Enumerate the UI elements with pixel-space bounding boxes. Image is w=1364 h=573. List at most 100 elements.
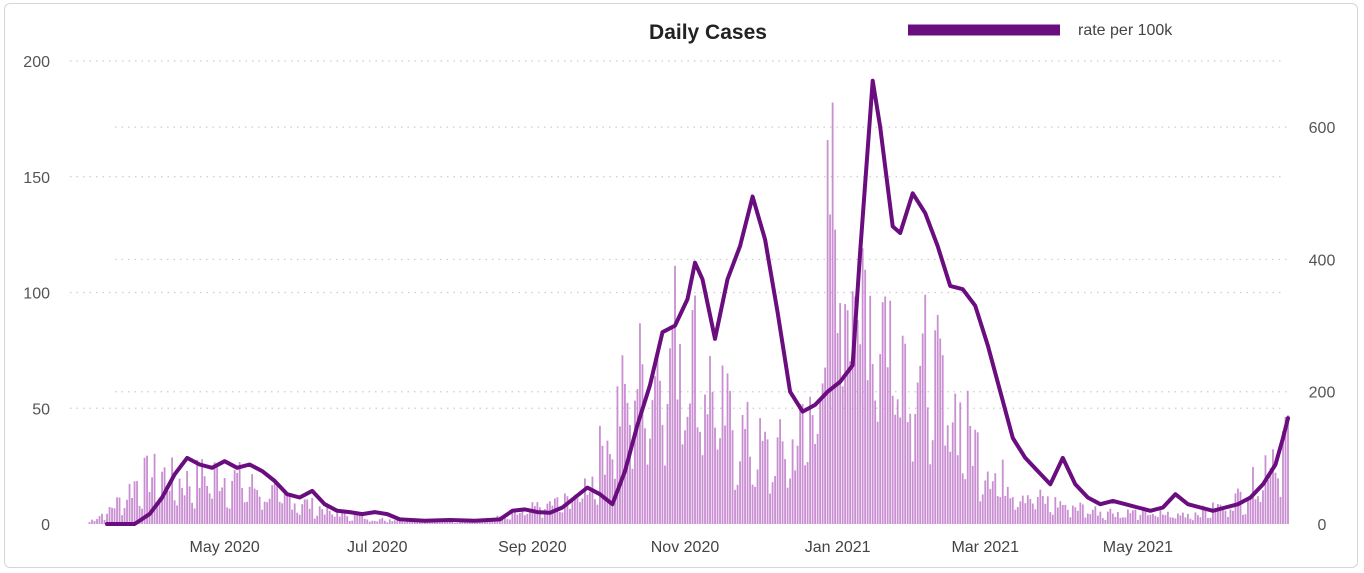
daily-case-bar	[776, 437, 779, 524]
daily-case-bar	[1244, 514, 1247, 524]
daily-case-bar	[941, 355, 944, 524]
daily-case-bar	[391, 521, 394, 524]
daily-case-bar	[406, 520, 409, 524]
daily-case-bar	[1019, 501, 1022, 524]
daily-case-bar	[551, 505, 554, 524]
daily-case-bar	[609, 454, 611, 524]
daily-case-bar	[701, 455, 704, 524]
daily-case-bar	[994, 473, 997, 524]
daily-case-bar	[243, 502, 246, 524]
y-left-tick-label: 200	[23, 54, 50, 71]
daily-case-bar	[248, 486, 251, 524]
daily-case-bar	[804, 465, 807, 524]
daily-case-bar	[919, 365, 922, 524]
daily-case-bar	[929, 464, 932, 524]
daily-case-bar	[879, 354, 882, 524]
daily-case-bar	[138, 505, 141, 524]
daily-case-bar	[591, 476, 594, 524]
daily-case-bar	[1179, 515, 1182, 524]
daily-case-bar	[276, 481, 279, 524]
daily-case-bar	[889, 300, 892, 524]
daily-case-bar	[1239, 491, 1242, 524]
daily-case-bar	[989, 488, 992, 524]
daily-case-bar	[1106, 511, 1109, 524]
daily-case-bar	[906, 422, 909, 524]
daily-case-bar	[331, 514, 334, 524]
daily-case-bar	[704, 394, 706, 524]
daily-case-bar	[1084, 517, 1087, 524]
daily-case-bar	[826, 140, 829, 525]
daily-case-bar	[503, 513, 506, 524]
daily-case-bar	[806, 462, 809, 524]
daily-case-bar	[238, 461, 241, 524]
daily-case-bar	[1136, 520, 1139, 524]
daily-case-bar	[468, 521, 471, 524]
daily-case-bar	[706, 414, 709, 524]
daily-case-bar	[904, 343, 907, 524]
daily-case-bar	[811, 415, 814, 524]
daily-case-bar	[874, 400, 877, 524]
daily-case-bar	[1124, 517, 1127, 524]
daily-case-bar	[1259, 501, 1262, 524]
daily-case-bar	[506, 518, 509, 524]
legend[interactable]: rate per 100k	[908, 22, 1173, 39]
daily-case-bar	[896, 399, 899, 524]
daily-case-bar	[654, 376, 656, 524]
daily-case-bar	[218, 490, 221, 524]
daily-case-bar	[403, 522, 406, 524]
daily-case-bar	[1109, 508, 1112, 524]
y-right-tick-label: 200	[1309, 385, 1336, 402]
daily-case-bar	[1189, 518, 1192, 524]
daily-case-bar	[639, 323, 641, 524]
daily-case-bar	[926, 407, 929, 524]
x-tick-label: May 2021	[1103, 539, 1173, 556]
daily-case-bar	[829, 214, 832, 524]
daily-case-bar	[1101, 518, 1104, 524]
daily-case-bar	[886, 367, 889, 524]
daily-case-bar	[861, 248, 864, 525]
line-series	[105, 78, 1290, 526]
daily-case-bar	[834, 229, 837, 524]
daily-case-bar	[814, 443, 817, 524]
daily-case-bar	[436, 521, 439, 524]
daily-case-bar	[824, 367, 827, 524]
daily-case-bar	[1151, 514, 1154, 524]
daily-case-bar	[631, 468, 634, 524]
y-right-tick-label: 0	[1318, 517, 1327, 534]
x-tick-label: Sep 2020	[498, 539, 567, 556]
daily-case-bar	[261, 509, 264, 524]
daily-case-bar	[789, 478, 791, 524]
legend-label: rate per 100k	[1078, 22, 1173, 39]
daily-case-bar	[213, 462, 216, 524]
daily-case-bar	[286, 493, 289, 524]
daily-case-bar	[1014, 509, 1017, 524]
daily-case-bar	[1031, 503, 1034, 524]
daily-case-bar	[1202, 505, 1204, 524]
x-tick-label: Jul 2020	[347, 539, 408, 556]
daily-case-bar	[1247, 500, 1249, 524]
daily-case-bar	[669, 348, 671, 524]
bar-series	[88, 102, 1289, 525]
daily-case-bar	[1217, 504, 1219, 524]
daily-case-bar	[721, 365, 724, 524]
daily-case-bar	[253, 488, 256, 524]
daily-case-bar	[313, 518, 316, 524]
daily-case-bar	[1199, 517, 1202, 524]
daily-case-bar	[298, 514, 301, 524]
daily-case-bar	[901, 335, 904, 524]
daily-case-bar	[133, 481, 136, 524]
daily-case-bar	[141, 508, 143, 524]
daily-case-bar	[198, 487, 201, 524]
daily-case-bar	[256, 490, 259, 524]
daily-case-bar	[796, 445, 799, 524]
daily-case-bar	[1269, 468, 1272, 524]
y-left-tick-label: 50	[32, 401, 50, 418]
daily-case-bar	[1264, 455, 1267, 524]
daily-case-bar	[809, 396, 812, 524]
daily-case-bar	[836, 333, 839, 524]
daily-case-bar	[511, 511, 514, 524]
daily-case-bar	[976, 432, 979, 524]
daily-case-bar	[581, 498, 584, 524]
daily-case-bar	[801, 404, 804, 524]
